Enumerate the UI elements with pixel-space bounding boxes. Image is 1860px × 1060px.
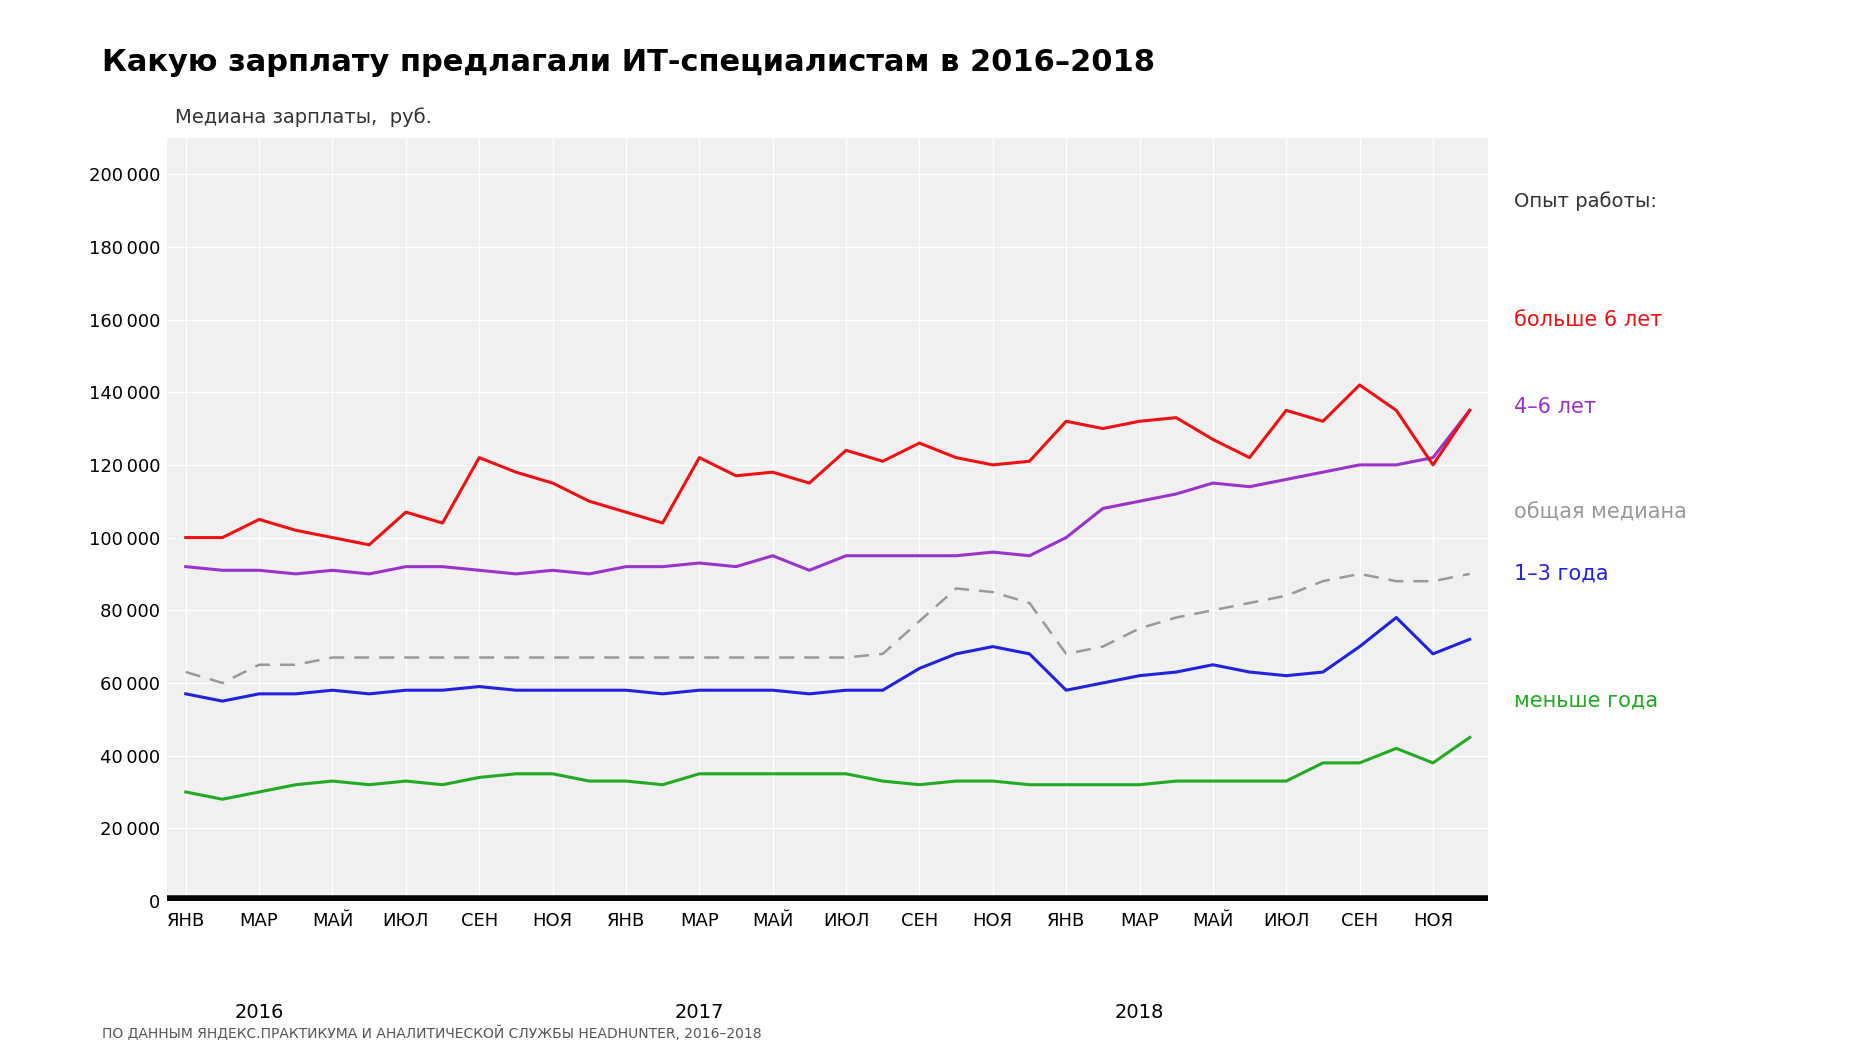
Text: 4–6 лет: 4–6 лет [1514, 396, 1596, 417]
Text: меньше года: меньше года [1514, 691, 1659, 711]
Text: Медиана зарплаты,  руб.: Медиана зарплаты, руб. [175, 107, 432, 127]
Text: Опыт работы:: Опыт работы: [1514, 191, 1657, 211]
Text: 1–3 года: 1–3 года [1514, 564, 1609, 584]
Text: 2018: 2018 [1114, 1003, 1164, 1022]
Text: 2017: 2017 [675, 1003, 724, 1022]
Text: общая медиана: общая медиана [1514, 502, 1687, 523]
Text: больше 6 лет: больше 6 лет [1514, 310, 1663, 330]
Text: 2016: 2016 [234, 1003, 285, 1022]
Text: ПО ДАННЫМ ЯНДЕКС.ПРАКТИКУМА И АНАЛИТИЧЕСКОЙ СЛУЖБЫ HEADHUNTER, 2016–2018: ПО ДАННЫМ ЯНДЕКС.ПРАКТИКУМА И АНАЛИТИЧЕС… [102, 1025, 763, 1041]
Text: Какую зарплату предлагали ИТ-специалистам в 2016–2018: Какую зарплату предлагали ИТ-специалиста… [102, 48, 1155, 76]
